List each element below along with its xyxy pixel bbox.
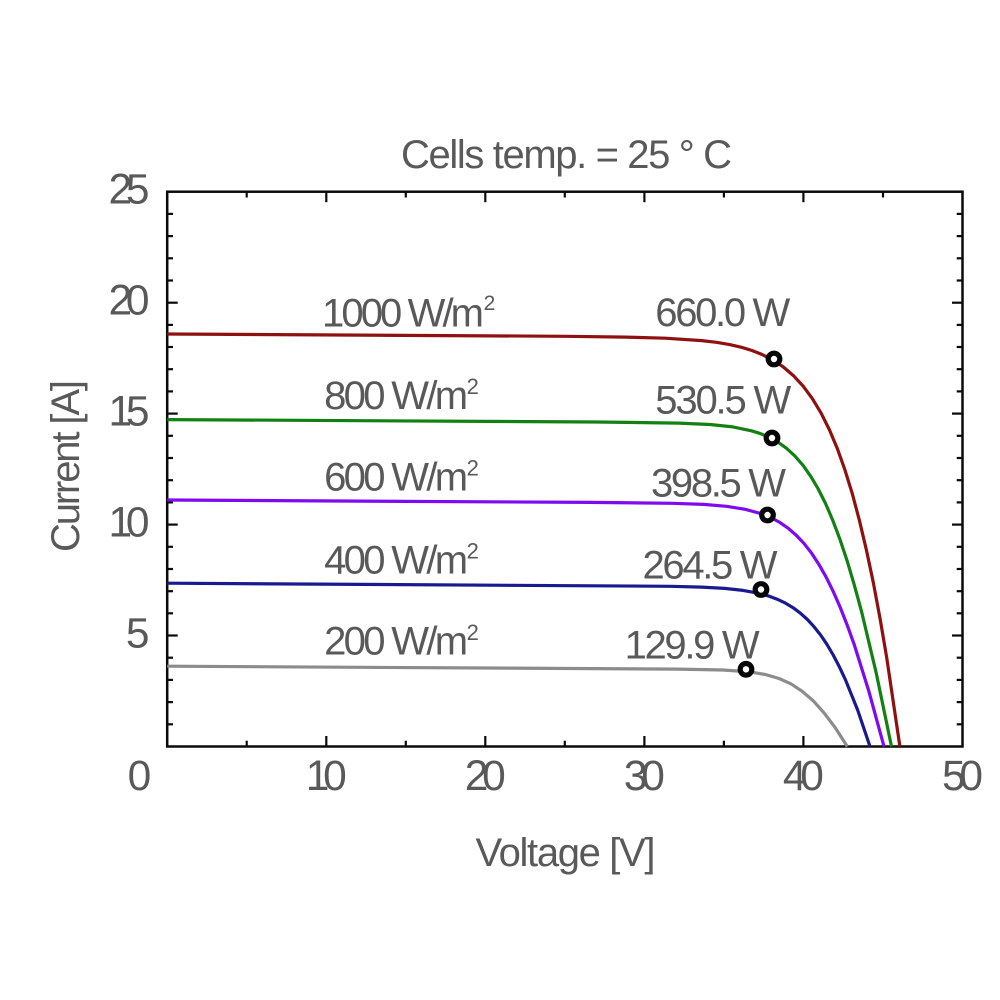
- svg-text:Voltage [V]: Voltage [V]: [476, 831, 656, 875]
- svg-text:660.0 W: 660.0 W: [655, 291, 790, 335]
- svg-text:264.5 W: 264.5 W: [643, 543, 778, 587]
- svg-text:129.9 W: 129.9 W: [625, 623, 760, 667]
- svg-text:398.5 W: 398.5 W: [651, 462, 786, 506]
- svg-text:25: 25: [109, 167, 150, 214]
- svg-text:10: 10: [109, 500, 150, 547]
- svg-text:400 W/m: 400 W/m: [324, 538, 468, 582]
- svg-text:2: 2: [467, 456, 479, 481]
- svg-text:600 W/m: 600 W/m: [324, 455, 468, 499]
- svg-text:1000 W/m: 1000 W/m: [322, 291, 484, 335]
- svg-text:2: 2: [484, 292, 496, 315]
- svg-text:2: 2: [467, 620, 479, 645]
- svg-text:10: 10: [306, 753, 347, 800]
- svg-text:2: 2: [467, 539, 479, 564]
- svg-text:0: 0: [128, 753, 152, 800]
- svg-text:50: 50: [942, 753, 983, 800]
- svg-text:20: 20: [465, 753, 506, 800]
- svg-text:Current [A]: Current [A]: [44, 380, 88, 552]
- svg-text:800 W/m: 800 W/m: [324, 374, 468, 418]
- svg-text:30: 30: [624, 753, 665, 800]
- svg-text:15: 15: [109, 389, 150, 436]
- svg-text:200 W/m: 200 W/m: [324, 620, 468, 664]
- svg-text:5: 5: [126, 611, 150, 658]
- svg-text:2: 2: [467, 374, 479, 399]
- svg-text:20: 20: [109, 278, 150, 325]
- svg-text:Cells temp. = 25 ° C: Cells temp. = 25 ° C: [401, 133, 732, 177]
- svg-text:530.5 W: 530.5 W: [655, 379, 791, 423]
- svg-text:40: 40: [783, 753, 824, 800]
